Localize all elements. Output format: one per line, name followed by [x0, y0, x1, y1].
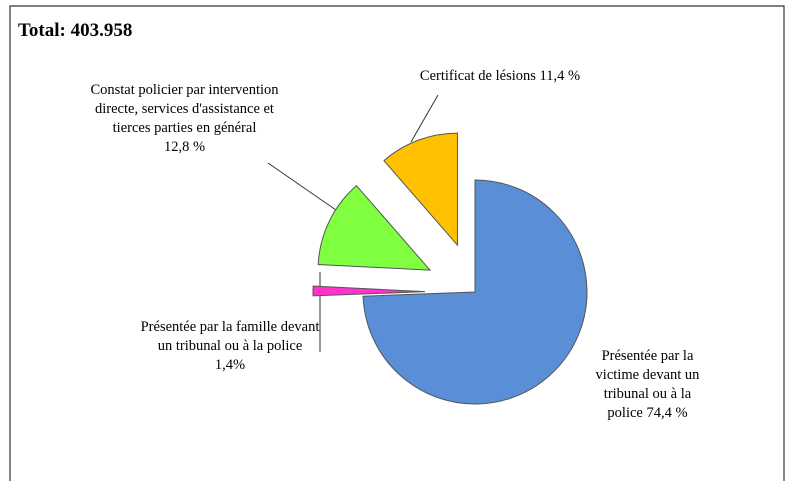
frame — [9, 5, 785, 481]
chart-title: Total: 403.958 — [18, 20, 133, 41]
slice-label: Présentée par la famille devant un tribu… — [140, 318, 320, 375]
category-label: Certificat de lésions — [419, 68, 536, 84]
slice-label: Constat policier par intervention direct… — [82, 81, 287, 157]
value-label: 11,4 % — [539, 68, 581, 84]
slice-label: Présentée par la victime devant un tribu… — [585, 347, 710, 423]
slice-label: Certificat de lésions 11,4 % — [370, 67, 630, 86]
category-label: Présentée par la famille devant un tribu… — [140, 319, 320, 354]
pie-slice — [383, 132, 458, 247]
value-label: 74,4 % — [646, 405, 688, 421]
leader-line — [410, 94, 439, 143]
leader-line — [267, 162, 337, 211]
value-label: 12,8 % — [163, 139, 206, 155]
category-label: Présentée par la victime devant un tribu… — [595, 348, 700, 421]
pie-slice — [362, 179, 588, 405]
pie-slice — [312, 285, 426, 297]
value-label: 1,4% — [214, 357, 246, 373]
pie-slice — [317, 184, 432, 271]
category-label: Constat policier par intervention direct… — [90, 82, 279, 136]
